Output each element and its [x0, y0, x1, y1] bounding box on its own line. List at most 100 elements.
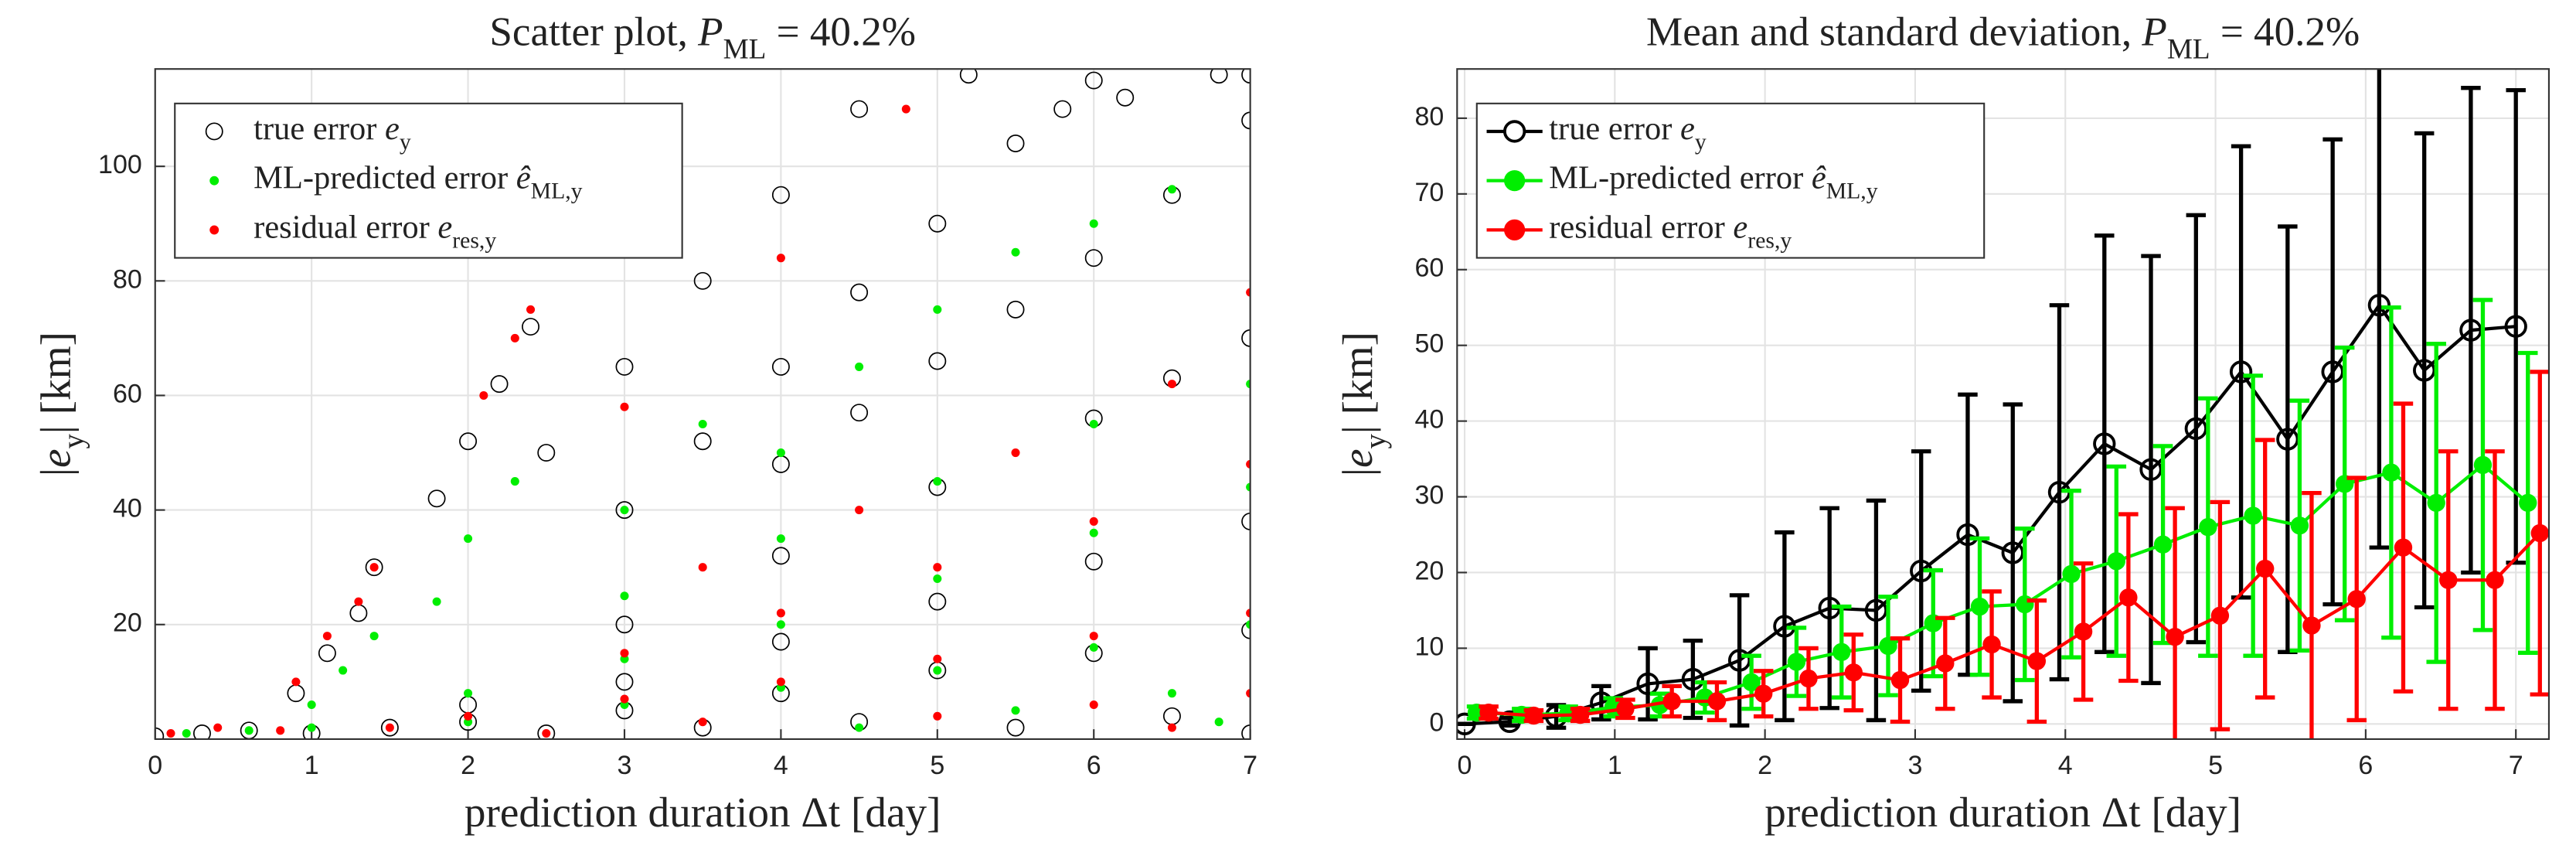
dot-marker [1890, 670, 1910, 690]
circle-marker [1210, 69, 1228, 84]
dot-marker [1246, 380, 1251, 389]
circle-marker [2229, 360, 2253, 383]
circle-marker [490, 375, 509, 394]
dot-marker [2119, 588, 2138, 607]
x-tick-label: 5 [930, 751, 944, 780]
dot-marker [1570, 705, 1590, 724]
dot-marker [1089, 516, 1098, 526]
dot-marker [1246, 689, 1251, 698]
circle-marker [318, 644, 336, 663]
circle-marker [2093, 432, 2116, 455]
circle-marker [1241, 69, 1251, 84]
circle-marker [537, 724, 556, 739]
circle-marker [155, 727, 165, 739]
circle-marker [1006, 718, 1025, 737]
circle-marker [850, 100, 869, 118]
dot-marker [1799, 669, 1818, 688]
x-tick-label: 1 [305, 751, 319, 780]
dot-marker [698, 419, 707, 429]
x-tick-label: 0 [1458, 751, 1472, 780]
dot-marker [2394, 538, 2413, 557]
dot-marker [1167, 185, 1176, 194]
dot-marker [510, 333, 519, 343]
circle-marker [928, 352, 947, 370]
circle-marker [615, 673, 634, 691]
dot-marker [510, 477, 519, 486]
y-tick-label: 50 [1415, 329, 1445, 359]
legend-label: true error ey [1549, 111, 1707, 155]
plot-marks [1457, 69, 2549, 739]
legend-label: residual error eres,y [254, 209, 496, 253]
dot-marker [933, 654, 942, 663]
dot-marker [2473, 455, 2493, 475]
dot-marker [479, 390, 488, 400]
dot-marker [1214, 718, 1223, 727]
y-axis-label: |ey| [km] [32, 332, 90, 476]
dot-marker [1089, 219, 1098, 228]
dot-marker [464, 689, 473, 698]
circle-marker [1006, 300, 1025, 319]
circle-marker [771, 547, 790, 565]
dot-marker [776, 448, 785, 458]
legend-marker [1504, 219, 1526, 240]
y-axis-label: |ey| [km] [1334, 332, 1392, 476]
dot-marker [1936, 654, 1955, 673]
circle-marker [771, 632, 790, 651]
dot-marker [2062, 564, 2081, 584]
circle-marker [1006, 135, 1025, 152]
circle-marker [2139, 458, 2163, 481]
x-tick-label: 2 [461, 751, 475, 780]
x-tick-label: 1 [1608, 751, 1622, 780]
dot-marker [1011, 247, 1020, 257]
dot-marker [776, 620, 785, 629]
circle-marker [771, 186, 790, 204]
dot-marker [2382, 463, 2401, 482]
dot-marker [2199, 518, 2217, 537]
circle-marker [693, 271, 712, 290]
x-tick-label: 0 [148, 751, 162, 780]
dot-marker [933, 574, 942, 584]
circle-marker [850, 283, 869, 302]
legend-marker [209, 176, 219, 186]
dot-marker [354, 597, 363, 606]
y-tick-label: 10 [1415, 632, 1445, 661]
dot-marker [2439, 571, 2458, 589]
circle-marker [1084, 552, 1103, 571]
legend-label: residual error eres,y [1549, 209, 1792, 253]
circle-marker [459, 432, 478, 451]
circle-marker [959, 69, 978, 84]
dot-marker [1089, 419, 1098, 429]
dot-marker [2074, 622, 2093, 641]
dot-marker [1167, 380, 1176, 389]
dot-marker [307, 700, 316, 710]
circle-marker [2276, 428, 2299, 451]
x-tick-label: 6 [1087, 751, 1101, 780]
dot-marker [855, 723, 864, 732]
dot-marker [933, 477, 942, 486]
plot-marks [155, 69, 1251, 739]
dot-marker [698, 563, 707, 572]
dot-marker [1246, 459, 1251, 469]
dot-marker [464, 711, 473, 721]
dot-marker [620, 402, 629, 411]
dot-marker [542, 728, 551, 738]
dot-marker [291, 677, 301, 687]
dot-marker [1089, 528, 1098, 537]
dot-marker [244, 726, 254, 735]
dot-marker [322, 632, 332, 641]
dot-marker [1707, 692, 1727, 711]
x-tick-label: 5 [2208, 751, 2223, 780]
legend-box [1475, 102, 1986, 259]
dot-marker [369, 632, 379, 641]
circle-marker [1241, 724, 1251, 739]
dot-marker [432, 597, 441, 606]
dot-marker [213, 723, 223, 732]
dot-marker [2486, 571, 2504, 589]
dot-marker [369, 563, 379, 572]
dot-marker [933, 666, 942, 675]
dot-marker [933, 711, 942, 721]
dot-marker [1089, 643, 1098, 652]
circle-marker [771, 357, 790, 376]
